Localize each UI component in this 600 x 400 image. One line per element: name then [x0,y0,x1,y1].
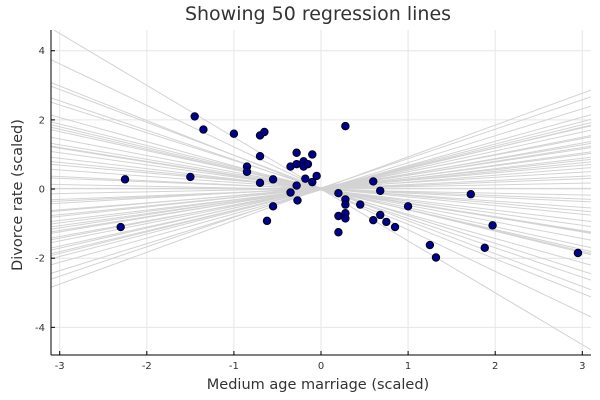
chart-title: Showing 50 regression lines [185,3,451,25]
y-axis-label: Divorce rate (scaled) [10,119,26,271]
data-point [376,186,385,195]
x-axis-label: Medium age marriage (scaled) [207,377,429,393]
data-point [116,222,125,232]
data-point [425,240,435,250]
data-point [186,172,195,182]
data-point [312,171,321,181]
data-point [369,177,378,186]
y-tick-label: -4 [35,323,45,334]
data-point [573,248,583,258]
data-point [255,151,265,161]
data-point [334,228,343,237]
data-point [466,190,476,199]
data-point [242,167,252,176]
y-ticks: -4 -2 0 2 4 [35,46,55,334]
regression-line [51,161,591,216]
x-tick-label: 0 [318,361,324,372]
data-point [268,202,278,211]
data-point [341,121,350,131]
data-point [334,188,343,198]
x-tick-label: 2 [492,361,498,372]
data-point [229,129,239,138]
data-point [292,181,301,190]
data-point [262,216,272,226]
y-tick-label: -2 [35,254,45,265]
data-point [260,127,269,137]
data-point [341,214,350,223]
y-tick-label: 2 [39,115,45,126]
x-tick-label: -3 [55,361,65,372]
data-point [369,215,378,225]
data-point [376,210,385,220]
x-tick-label: 3 [579,361,585,372]
y-tick-label: 0 [39,185,45,196]
x-ticks: -3 -2 -1 0 1 2 3 [55,351,585,372]
data-point [199,125,208,134]
data-point [255,178,265,188]
data-point [308,177,317,187]
data-point [268,175,278,184]
y-tick-label: 4 [39,46,45,57]
x-tick-label: -1 [229,361,239,372]
data-point [382,217,391,227]
data-point [334,211,343,221]
data-point [403,202,413,211]
data-points [116,112,583,262]
regression-lines [51,30,591,351]
data-point [301,174,310,183]
data-point [303,159,313,169]
data-point [480,243,489,253]
data-point [292,148,301,157]
data-point [286,188,295,197]
x-tick-label: 1 [405,361,411,372]
data-point [308,150,317,159]
data-point [293,196,302,205]
data-point [355,200,365,209]
data-point [431,253,441,262]
data-point [488,221,497,230]
data-point [390,222,400,232]
x-tick-label: -2 [142,361,152,372]
data-point [292,159,301,169]
data-point [341,200,350,209]
data-point [120,175,130,184]
data-point [190,112,199,121]
